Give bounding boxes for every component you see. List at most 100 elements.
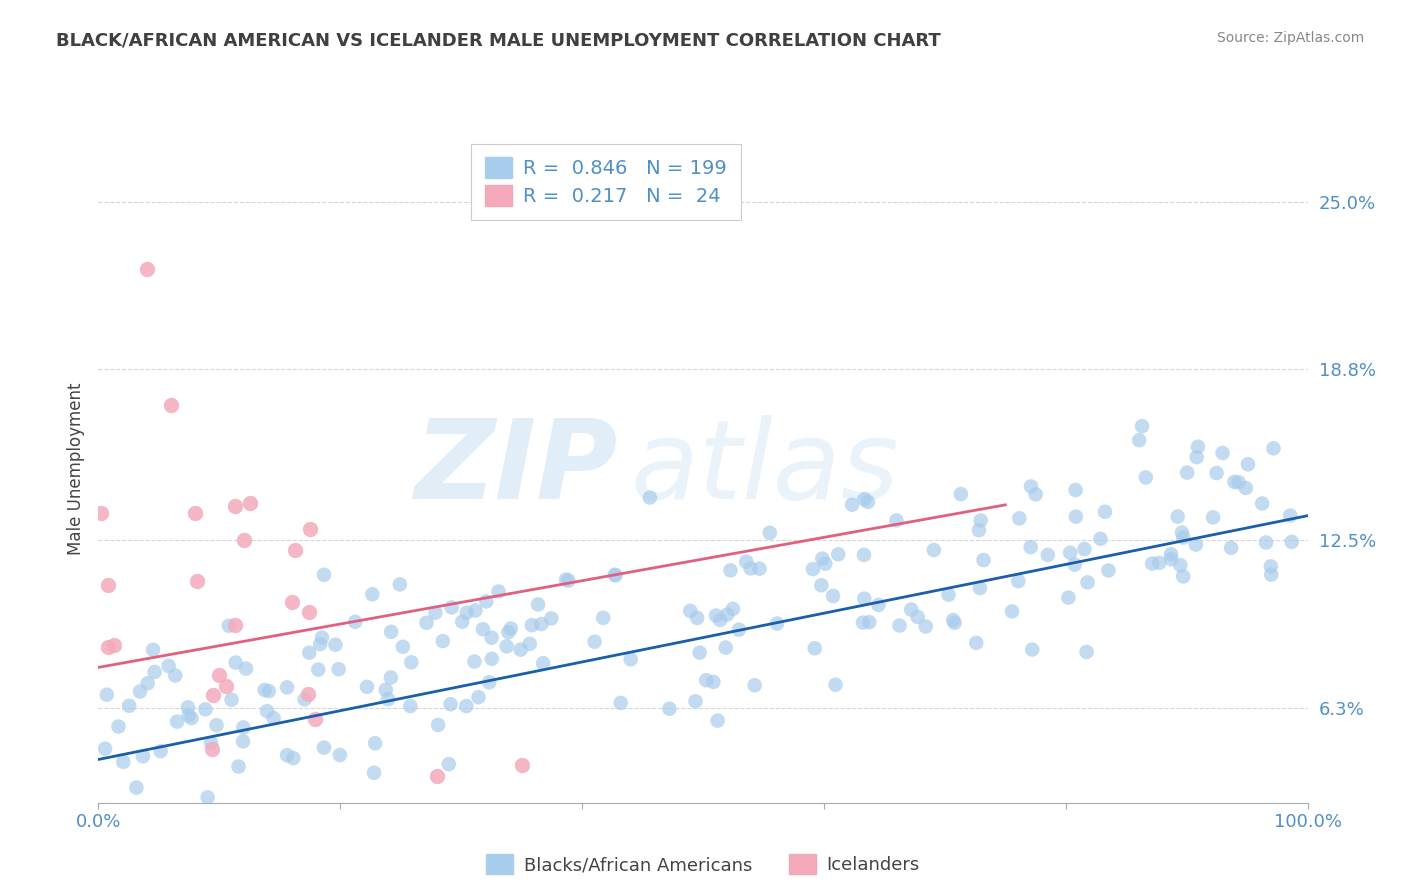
Point: [118, 698, 141, 713]
Point: [129, 684, 152, 698]
Point: [1260, 559, 1282, 574]
Point: [263, 711, 285, 725]
Point: [1173, 531, 1195, 545]
Point: [965, 636, 987, 650]
Point: [695, 673, 717, 688]
Point: [555, 573, 578, 587]
Point: [325, 638, 347, 652]
Point: [415, 615, 437, 630]
Point: [852, 615, 875, 630]
Point: [427, 718, 450, 732]
Point: [658, 702, 681, 716]
Point: [1140, 557, 1163, 571]
Point: [97, 578, 120, 592]
Point: [307, 663, 329, 677]
Point: [328, 662, 350, 676]
Point: [143, 665, 166, 679]
Point: [374, 682, 396, 697]
Point: [1001, 604, 1024, 618]
Point: [94, 741, 117, 756]
Point: [205, 718, 228, 732]
Point: [605, 568, 627, 582]
Point: [510, 757, 533, 772]
Point: [685, 694, 707, 708]
Point: [609, 696, 631, 710]
Point: [727, 623, 749, 637]
Point: [530, 617, 553, 632]
Point: [969, 514, 991, 528]
Point: [478, 675, 501, 690]
Point: [437, 757, 460, 772]
Point: [329, 747, 352, 762]
Point: [858, 615, 880, 629]
Point: [149, 744, 172, 758]
Point: [463, 655, 485, 669]
Point: [294, 692, 316, 706]
Point: [1205, 466, 1227, 480]
Point: [194, 702, 217, 716]
Point: [938, 588, 960, 602]
Point: [868, 598, 890, 612]
Point: [721, 602, 744, 616]
Point: [583, 634, 606, 648]
Point: [283, 542, 305, 557]
Point: [1220, 541, 1243, 555]
Point: [426, 769, 449, 783]
Point: [1008, 511, 1031, 525]
Point: [224, 500, 246, 514]
Point: [467, 690, 489, 705]
Point: [1019, 540, 1042, 554]
Point: [686, 611, 709, 625]
Point: [498, 625, 520, 640]
Point: [531, 656, 554, 670]
Point: [841, 498, 863, 512]
Point: [1212, 446, 1234, 460]
Point: [814, 557, 837, 571]
Point: [399, 699, 422, 714]
Point: [704, 608, 727, 623]
Point: [520, 618, 543, 632]
Point: [1076, 575, 1098, 590]
Point: [276, 681, 298, 695]
Text: atlas: atlas: [630, 415, 898, 522]
Point: [811, 551, 834, 566]
Point: [202, 688, 225, 702]
Point: [540, 611, 562, 625]
Point: [1185, 450, 1208, 465]
Point: [165, 668, 187, 682]
Point: [311, 631, 333, 645]
Point: [224, 618, 246, 632]
Point: [200, 736, 222, 750]
Point: [967, 523, 990, 537]
Point: [527, 598, 550, 612]
Point: [235, 662, 257, 676]
Point: [702, 674, 724, 689]
Point: [125, 780, 148, 795]
Point: [1175, 466, 1198, 480]
Point: [889, 618, 911, 632]
Point: [1090, 532, 1112, 546]
Point: [136, 676, 159, 690]
Point: [388, 577, 411, 591]
Point: [1160, 547, 1182, 561]
Point: [1064, 509, 1087, 524]
Point: [856, 495, 879, 509]
Point: [603, 567, 626, 582]
Point: [949, 487, 972, 501]
Point: [942, 613, 965, 627]
Point: [1021, 642, 1043, 657]
Point: [824, 678, 846, 692]
Point: [810, 578, 832, 592]
Point: [1279, 508, 1302, 523]
Point: [361, 587, 384, 601]
Point: [377, 692, 399, 706]
Point: [253, 682, 276, 697]
Legend: Blacks/African Americans, Icelanders: Blacks/African Americans, Icelanders: [486, 855, 920, 874]
Point: [221, 692, 243, 706]
Point: [142, 642, 165, 657]
Point: [1064, 483, 1087, 497]
Point: [276, 748, 298, 763]
Point: [907, 610, 929, 624]
Point: [1128, 434, 1150, 448]
Point: [1073, 542, 1095, 557]
